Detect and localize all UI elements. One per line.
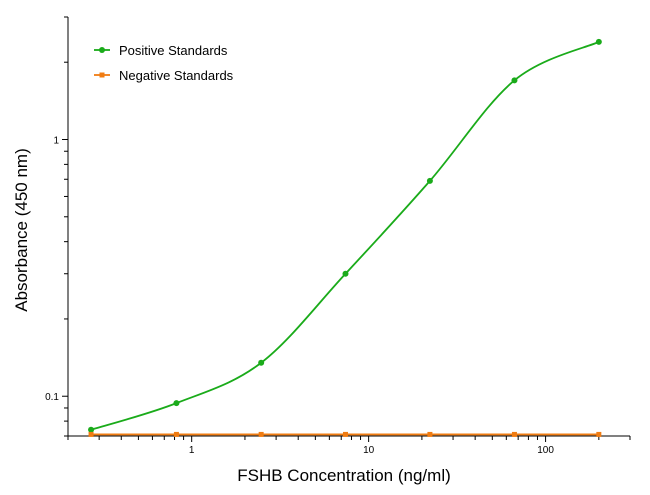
data-point bbox=[596, 431, 602, 437]
series-layer bbox=[88, 38, 602, 437]
data-point bbox=[427, 431, 433, 437]
data-point bbox=[173, 431, 179, 437]
legend-marker bbox=[99, 47, 105, 53]
y-axis-title: Absorbance (450 nm) bbox=[12, 148, 31, 311]
y-tick-label: 0.1 bbox=[45, 392, 59, 403]
legend: Positive Standards Negative Standards bbox=[94, 43, 234, 83]
legend-label: Negative Standards bbox=[119, 68, 234, 83]
data-point bbox=[173, 400, 180, 407]
data-point bbox=[426, 177, 433, 184]
x-tick-label: 10 bbox=[363, 445, 375, 456]
data-point bbox=[258, 359, 265, 366]
legend-item: Positive Standards bbox=[94, 43, 228, 58]
legend-label: Positive Standards bbox=[119, 43, 228, 58]
series-2 bbox=[88, 431, 602, 437]
data-point bbox=[511, 431, 517, 437]
legend-marker bbox=[99, 72, 105, 78]
data-point bbox=[595, 38, 602, 45]
legend-item: Negative Standards bbox=[94, 68, 234, 83]
axes bbox=[67, 17, 630, 437]
x-tick-label: 1 bbox=[189, 445, 195, 456]
data-point bbox=[511, 77, 518, 84]
data-point bbox=[88, 426, 95, 433]
y-ticks: 0.11 bbox=[45, 16, 68, 437]
series-1 bbox=[88, 38, 602, 433]
x-axis-title: FSHB Concentration (ng/ml) bbox=[237, 466, 451, 485]
x-ticks: 1 10 100 bbox=[67, 436, 631, 456]
y-tick-label: 1 bbox=[53, 135, 59, 146]
series-fit-curve bbox=[90, 41, 600, 431]
x-tick-label: 100 bbox=[537, 445, 554, 456]
data-point bbox=[342, 270, 349, 277]
data-point bbox=[258, 431, 264, 437]
data-point bbox=[88, 431, 94, 437]
data-point bbox=[342, 431, 348, 437]
